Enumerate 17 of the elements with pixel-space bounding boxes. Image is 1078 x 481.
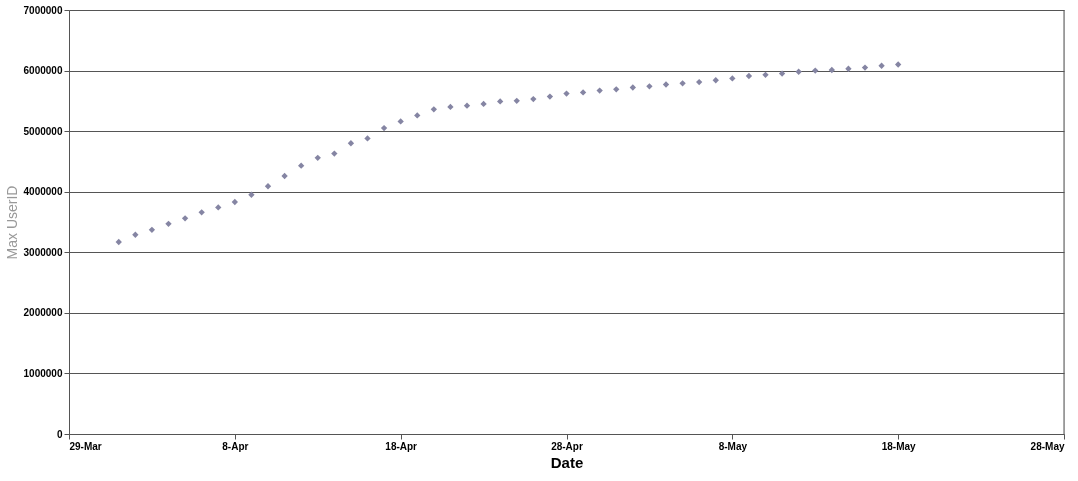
x-tick-label: 18-May [881,440,917,452]
y-tick-label: 7000000 [23,4,63,16]
y-tick-label: 1000000 [23,367,63,379]
x-tick-label: 28-May [1030,440,1065,452]
x-tick-label: 18-Apr [385,440,418,452]
y-tick-label: 2000000 [23,307,63,319]
y-tick-label: 4000000 [23,186,63,198]
x-tick-label: 29-Mar [69,440,102,452]
y-tick-label: 5000000 [23,125,63,137]
y-axis-title: Max UserID [3,185,20,260]
y-tick-label: 6000000 [23,65,63,77]
y-tick-label: 0 [56,428,63,440]
x-tick-label: 8-May [718,440,748,452]
x-tick-label: 8-Apr [222,440,249,452]
x-axis-title: Date [550,453,584,471]
x-tick-label: 28-Apr [551,440,583,452]
y-tick-label: 3000000 [23,246,63,258]
